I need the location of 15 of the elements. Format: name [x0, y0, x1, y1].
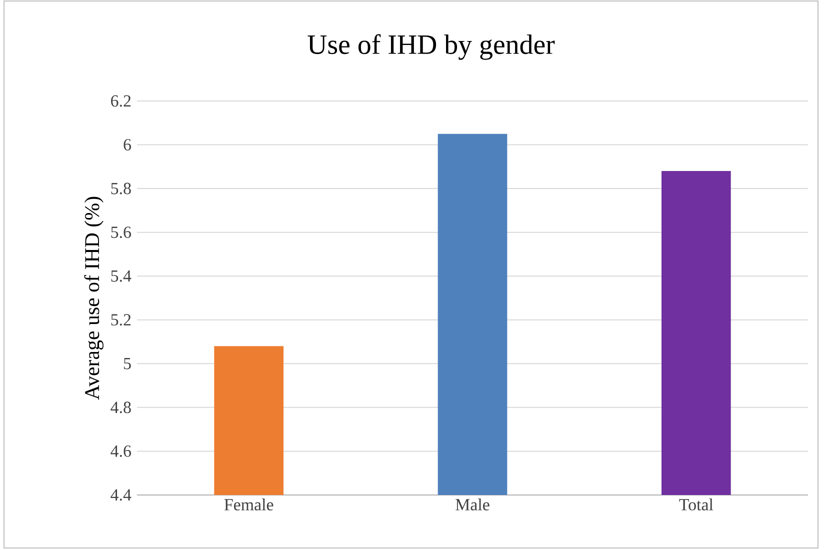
- y-tick-label: 5.4: [111, 270, 132, 282]
- x-tick-label: Male: [456, 498, 490, 510]
- x-tick-label: Female: [224, 498, 274, 510]
- y-tick-label: 5.6: [111, 226, 131, 238]
- y-tick-label: 4.4: [110, 489, 132, 501]
- x-tick-label: Total: [679, 498, 714, 510]
- y-tick-label: 4.8: [110, 402, 131, 414]
- y-tick-label: 6.2: [111, 95, 131, 107]
- y-tick-label: 5.2: [111, 314, 131, 326]
- y-tick-label: 5.8: [111, 182, 131, 194]
- y-tick-label: 6: [124, 139, 131, 150]
- y-axis-title: Average use of IHD (%): [84, 196, 104, 400]
- y-tick-label: 4.6: [110, 445, 131, 457]
- y-tick-label: 5: [124, 358, 131, 370]
- chart-title: Use of IHD by gender: [308, 34, 555, 60]
